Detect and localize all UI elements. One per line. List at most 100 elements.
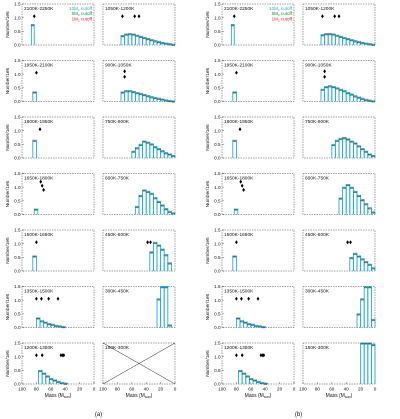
- histogram-bar: [338, 137, 344, 158]
- y-tick-label: 1.5: [14, 58, 21, 63]
- panel-label: 600K-750K: [305, 176, 330, 182]
- panel-label: 450K-600K: [105, 232, 130, 238]
- histogram-bar: [33, 208, 39, 215]
- y-tick-label: 0.5: [214, 29, 221, 34]
- panel-label: 900K-1050K: [105, 63, 132, 69]
- panel: 1050K-1200K: [302, 3, 376, 46]
- y-axis-label: Number/1e5: [205, 124, 211, 151]
- histogram-bar: [233, 208, 239, 215]
- x-tick-label: 60: [129, 387, 135, 392]
- panel-frame: [221, 116, 295, 159]
- y-tick-label: 0.5: [214, 198, 221, 203]
- y-tick-label: 0.0: [214, 43, 221, 48]
- x-tick-label: 80: [234, 387, 240, 392]
- panel-frame: [221, 60, 295, 102]
- y-tick-label: 1.5: [214, 58, 221, 63]
- histogram-bar: [349, 140, 354, 158]
- panel: 750K-900K: [102, 116, 176, 159]
- histogram-bar: [349, 256, 354, 271]
- panel-label: 150K-300K: [105, 345, 130, 351]
- histogram-bar: [349, 186, 354, 215]
- diamond-marker: [121, 14, 124, 19]
- panel-frame: [302, 229, 376, 272]
- y-tick-label: 1.0: [214, 128, 221, 133]
- y-axis-label: Number/1e5: [205, 350, 211, 377]
- diamond-marker: [133, 14, 137, 19]
- x-tick-label: 40: [144, 387, 150, 392]
- histogram-bar: [352, 142, 358, 158]
- histogram-bar: [342, 36, 347, 45]
- x-tick-label: 100: [99, 387, 107, 392]
- x-tick-label: 60: [329, 387, 335, 392]
- panel-label: 1200K-1350K: [224, 345, 254, 351]
- diamond-marker: [123, 69, 126, 74]
- y-tick-label: 0.0: [14, 212, 21, 217]
- panel-label: 750K-900K: [305, 119, 330, 125]
- histogram-bar: [367, 342, 372, 384]
- histogram-bar: [352, 190, 358, 215]
- x-tick-label: 20: [77, 387, 83, 392]
- diamond-marker: [323, 69, 326, 74]
- y-axis-label: Number/1e5: [5, 293, 11, 320]
- histogram-bar: [331, 143, 336, 158]
- histogram-bar: [360, 298, 365, 328]
- panel-label: 1950K-2100K: [224, 63, 254, 69]
- panel-frame: [21, 173, 95, 215]
- panel-label: 1050K-1200K: [105, 6, 135, 12]
- diamond-marker: [149, 240, 152, 245]
- panel-frame: [302, 286, 376, 328]
- x-tick-label: 60: [248, 387, 254, 392]
- histogram-bar: [32, 255, 37, 271]
- histogram-bar: [32, 91, 37, 102]
- histogram-bar: [149, 143, 154, 158]
- histogram-bar: [320, 88, 326, 102]
- panel: 900K-1050K: [102, 60, 176, 103]
- histogram-bar: [238, 369, 243, 384]
- histogram-bar: [145, 190, 151, 215]
- histogram-bar: [152, 197, 158, 215]
- histogram-bar: [156, 244, 162, 271]
- histogram-bar: [356, 40, 362, 45]
- y-tick-label: 1.5: [14, 228, 21, 233]
- x-tick-label: 80: [315, 387, 321, 392]
- y-tick-label: 1.5: [214, 284, 221, 289]
- histogram-bar: [360, 342, 365, 384]
- histogram-bar: [363, 286, 369, 328]
- y-axis-label: Number/1e5: [5, 124, 11, 151]
- histogram-bar: [345, 138, 351, 158]
- histogram-bar: [156, 40, 162, 45]
- x-tick-label: 100: [218, 387, 226, 392]
- y-tick-label: 0.5: [214, 311, 221, 316]
- x-axis-label: Mass (Msun): [45, 393, 72, 399]
- subplot-label: (a): [95, 412, 102, 418]
- histogram-bar: [342, 137, 347, 158]
- histogram-bar: [149, 192, 154, 215]
- diamond-marker: [146, 240, 150, 245]
- y-axis-label: Number/1e5: [5, 350, 11, 377]
- panel-frame: [21, 3, 95, 46]
- histogram-bar: [232, 139, 237, 158]
- y-tick-label: 0.5: [14, 85, 21, 90]
- y-tick-label: 1.0: [214, 15, 221, 20]
- y-tick-label: 1.0: [14, 185, 21, 190]
- y-tick-label: 1.0: [214, 241, 221, 246]
- panel-frame: [221, 173, 295, 215]
- diamond-marker: [40, 296, 43, 301]
- y-tick-label: 1.5: [214, 171, 221, 176]
- y-tick-label: 1.5: [214, 2, 221, 7]
- y-tick-label: 0.5: [14, 368, 21, 373]
- panel-label: 150K-300K: [305, 345, 330, 351]
- histogram-bar: [232, 255, 237, 271]
- y-tick-label: 1.0: [214, 185, 221, 190]
- panel: 300K-450K: [102, 286, 176, 328]
- y-axis-label: Number/1e5: [205, 67, 211, 94]
- diamond-marker: [242, 187, 245, 192]
- y-tick-label: 0.0: [14, 156, 21, 161]
- histogram-bar: [338, 88, 344, 102]
- histogram-bar: [38, 369, 43, 384]
- y-tick-label: 1.5: [14, 2, 21, 7]
- histogram-bar: [232, 91, 237, 102]
